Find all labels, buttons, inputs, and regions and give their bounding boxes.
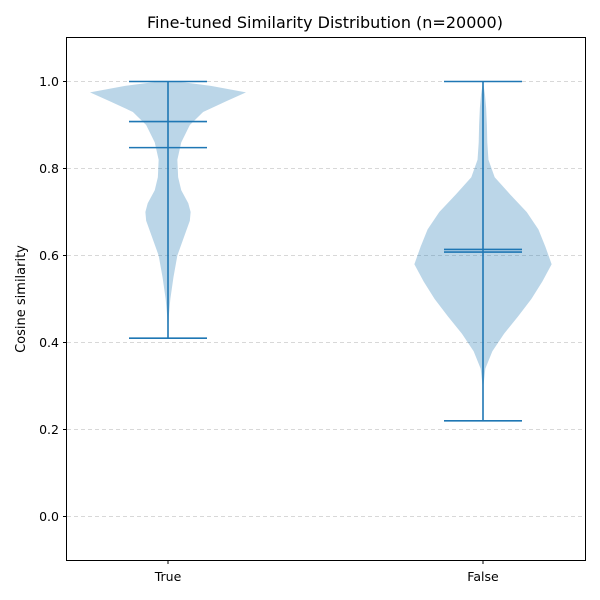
plot-frame [66, 37, 586, 561]
x-tick-label-false: False [467, 569, 499, 584]
y-tick-label: 0.4 [39, 335, 59, 350]
chart-title: Fine-tuned Similarity Distribution (n=20… [147, 13, 503, 32]
y-axis-label: Cosine similarity [14, 245, 29, 353]
x-tick-label-true: True [154, 569, 182, 584]
y-tick-label: 1.0 [39, 74, 59, 89]
tick-layer: 0.0 0.2 0.4 0.6 0.8 1.0 True False [39, 74, 499, 584]
y-tick-label: 0.2 [39, 422, 59, 437]
y-tick-label: 0.0 [39, 509, 59, 524]
y-tick-label: 0.8 [39, 161, 59, 176]
y-tick-label: 0.6 [39, 248, 59, 263]
violin-layer [90, 80, 552, 422]
